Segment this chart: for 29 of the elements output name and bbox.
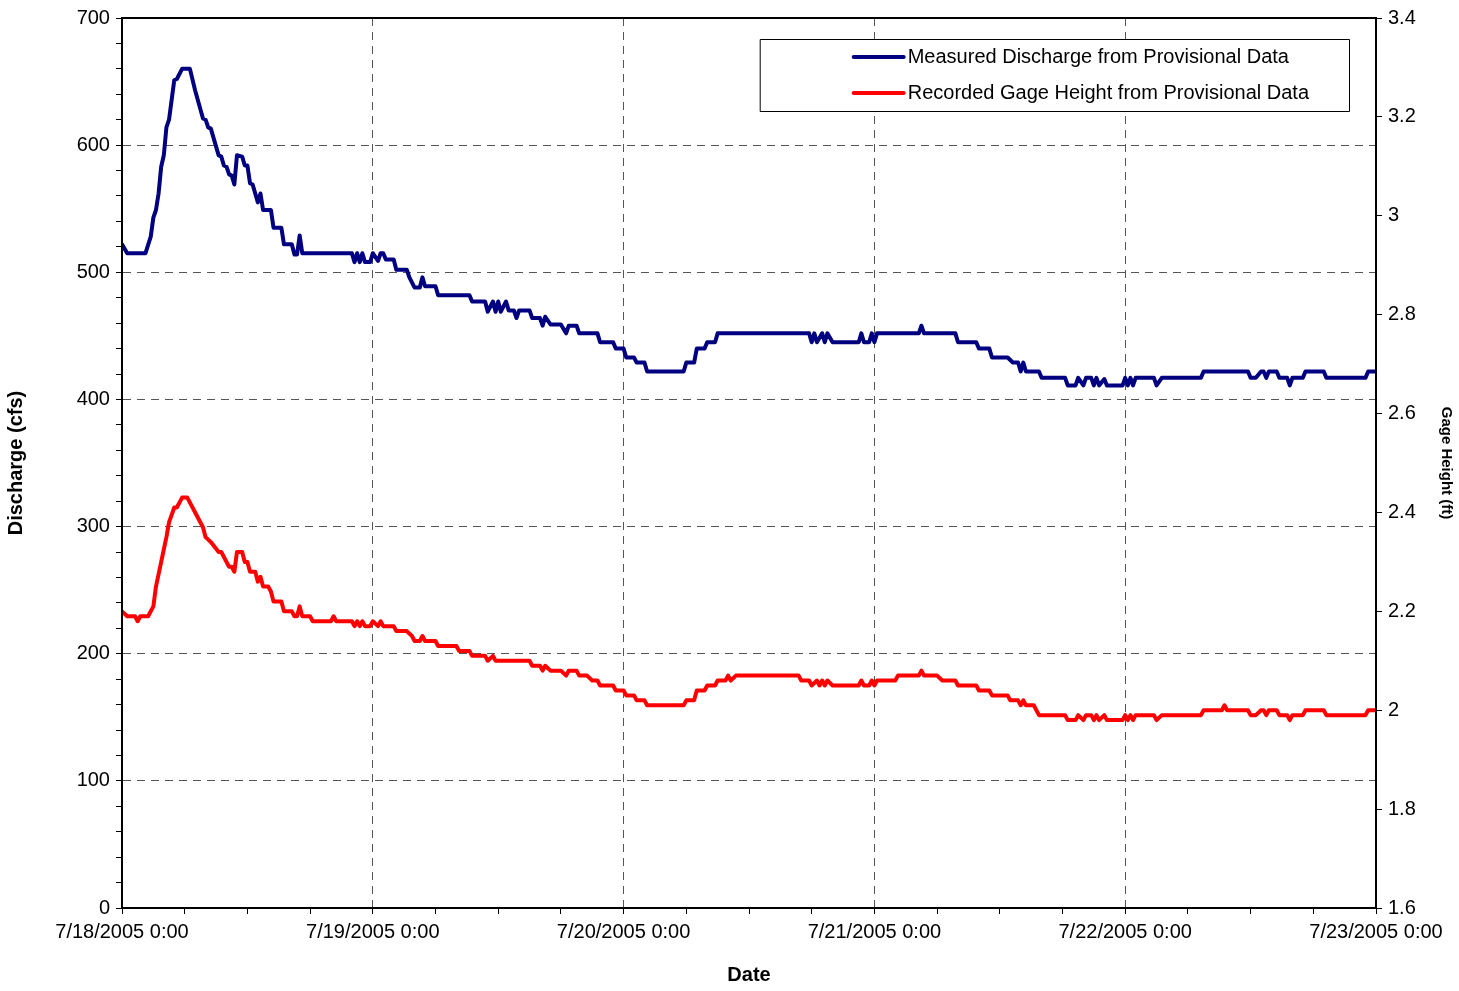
y-tick-label: 200 xyxy=(76,641,110,664)
y2-tick-label: 1.8 xyxy=(1388,796,1416,819)
y-tick-label: 0 xyxy=(98,895,110,918)
y2-tick-label: 2.2 xyxy=(1388,598,1416,621)
y2-tick-label: 2.6 xyxy=(1388,401,1416,424)
y2-tick-label: 2.8 xyxy=(1388,302,1416,325)
y-axis-title: Discharge (cfs) xyxy=(3,390,26,536)
y-tick-label: 700 xyxy=(76,5,110,28)
x-tick-label: 7/18/2005 0:00 xyxy=(55,919,189,942)
x-tick-label: 7/21/2005 0:00 xyxy=(807,919,942,942)
y2-tick-label: 2 xyxy=(1388,697,1400,720)
x-tick-label: 7/20/2005 0:00 xyxy=(556,919,691,942)
y-tick-label: 600 xyxy=(76,132,110,155)
legend-label: Measured Discharge from Provisional Data xyxy=(907,44,1290,67)
x-tick-label: 7/23/2005 0:00 xyxy=(1309,919,1443,942)
y2-tick-label: 3 xyxy=(1388,203,1400,226)
y2-tick-label: 3.2 xyxy=(1388,104,1416,127)
x-tick-label: 7/19/2005 0:00 xyxy=(306,919,440,942)
y-tick-label: 400 xyxy=(76,386,110,409)
y2-axis-title: Gage Height (ft) xyxy=(1438,406,1456,520)
x-tick-label: 7/22/2005 0:00 xyxy=(1058,919,1192,942)
legend-label: Recorded Gage Height from Provisional Data xyxy=(907,80,1310,103)
y-tick-label: 300 xyxy=(76,514,110,537)
y-tick-label: 100 xyxy=(76,768,110,791)
x-axis-title: Date xyxy=(727,962,771,985)
y2-tick-label: 2.4 xyxy=(1388,499,1416,522)
y-tick-label: 500 xyxy=(76,259,110,282)
y2-tick-label: 1.6 xyxy=(1388,895,1416,918)
y2-tick-label: 3.4 xyxy=(1388,5,1416,28)
